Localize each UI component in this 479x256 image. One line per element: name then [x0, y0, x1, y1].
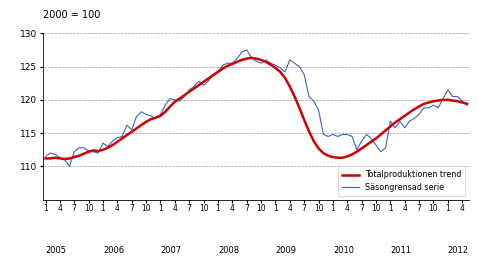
Text: 2009: 2009 [275, 246, 297, 255]
Text: 2006: 2006 [103, 246, 124, 255]
Text: 2005: 2005 [46, 246, 67, 255]
Legend: Totalproduktionen trend, Säsongrensad serie: Totalproduktionen trend, Säsongrensad se… [338, 166, 466, 196]
Text: 2011: 2011 [390, 246, 411, 255]
Text: 2000 = 100: 2000 = 100 [43, 10, 101, 20]
Text: 2007: 2007 [160, 246, 182, 255]
Text: 2008: 2008 [218, 246, 239, 255]
Text: 2012: 2012 [448, 246, 469, 255]
Text: 2010: 2010 [333, 246, 354, 255]
